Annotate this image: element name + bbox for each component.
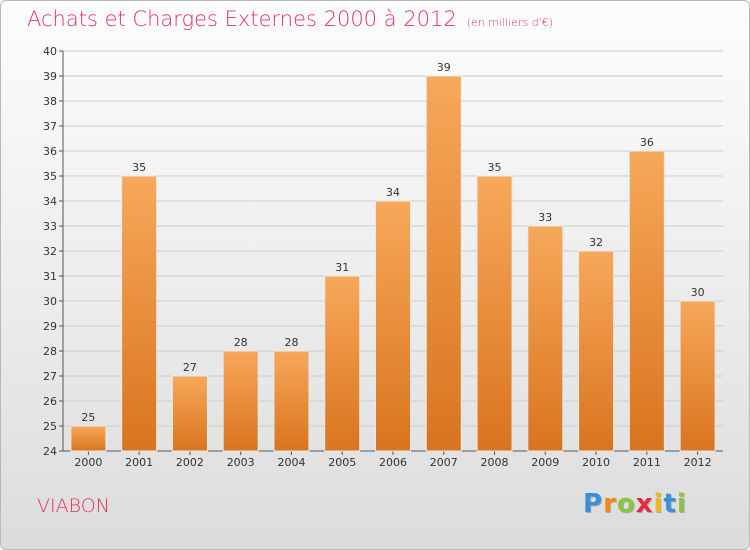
bar-value-label: 25 — [81, 411, 95, 424]
bar-value-label: 28 — [234, 336, 248, 349]
y-tick-label: 39 — [43, 70, 57, 83]
bar — [375, 200, 411, 452]
bars — [70, 75, 716, 452]
bar-value-label: 28 — [284, 336, 298, 349]
bar-value-label: 35 — [132, 161, 146, 174]
chart-title: Achats et Charges Externes 2000 à 2012 (e… — [27, 7, 553, 31]
x-tick-label: 2003 — [227, 456, 255, 469]
bar-value-label: 32 — [589, 236, 603, 249]
bar-value-label: 36 — [640, 136, 654, 149]
y-tick-label: 34 — [43, 195, 57, 208]
y-tick-label: 24 — [43, 445, 57, 458]
bar-value-label: 33 — [538, 211, 552, 224]
x-tick-label: 2011 — [633, 456, 661, 469]
x-tick-label: 2009 — [531, 456, 559, 469]
chart-title-text: Achats et Charges Externes 2000 à 2012 — [27, 7, 457, 31]
logo-letter: i — [676, 489, 687, 519]
bar-value-label: 39 — [437, 61, 451, 74]
y-tick-label: 26 — [43, 395, 57, 408]
bar — [70, 425, 107, 452]
logo-letter: i — [653, 489, 664, 519]
bar — [425, 75, 462, 452]
bar — [527, 225, 564, 452]
x-tick-label: 2001 — [125, 456, 153, 469]
y-tick-label: 28 — [43, 345, 57, 358]
x-tick-label: 2012 — [684, 456, 712, 469]
logo-letter: x — [635, 489, 654, 519]
chart-subtitle: (en milliers d'€) — [466, 16, 553, 29]
bar-value-label: 31 — [335, 261, 349, 274]
y-tick-label: 25 — [43, 420, 57, 433]
y-tick-label: 37 — [43, 120, 57, 133]
bar — [578, 250, 615, 452]
x-tick-label: 2002 — [176, 456, 204, 469]
y-tick-label: 36 — [43, 145, 57, 158]
bar — [222, 350, 259, 452]
y-tick-label: 30 — [43, 295, 57, 308]
logo-letter: P — [583, 489, 604, 519]
logo-letter: o — [616, 489, 636, 519]
labels: 24 25 26 27 28 29 30 31 32 33 34 35 36 37 38 39 40 25 2000… — [43, 45, 712, 469]
y-tick-label: 38 — [43, 95, 57, 108]
bar-value-label: 30 — [691, 286, 705, 299]
bar — [679, 300, 716, 452]
x-tick-label: 2010 — [582, 456, 610, 469]
bar-value-label: 34 — [386, 186, 400, 199]
y-tick-label: 33 — [43, 220, 57, 233]
x-tick-label: 2005 — [328, 456, 356, 469]
y-tick-label: 29 — [43, 320, 57, 333]
logo-letter: r — [603, 489, 617, 519]
y-tick-label: 31 — [43, 270, 57, 283]
x-tick-label: 2007 — [430, 456, 458, 469]
logo-letter: t — [663, 489, 677, 519]
bar-value-label: 35 — [488, 161, 502, 174]
bar — [121, 175, 158, 452]
y-tick-label: 32 — [43, 245, 57, 258]
x-tick-label: 2008 — [481, 456, 509, 469]
y-tick-label: 40 — [43, 45, 57, 58]
bar — [324, 275, 361, 452]
bar — [273, 350, 310, 452]
x-tick-label: 2004 — [277, 456, 305, 469]
bar-value-label: 27 — [183, 361, 197, 374]
bar — [476, 175, 513, 452]
x-tick-label: 2000 — [74, 456, 102, 469]
bar — [171, 375, 208, 452]
bar — [628, 150, 665, 452]
x-tick-label: 2006 — [379, 456, 407, 469]
proxiti-logo[interactable]: Proxiti — [583, 489, 687, 519]
y-tick-label: 27 — [43, 370, 57, 383]
commune-name: VIABON — [37, 495, 110, 517]
y-tick-label: 35 — [43, 170, 57, 183]
